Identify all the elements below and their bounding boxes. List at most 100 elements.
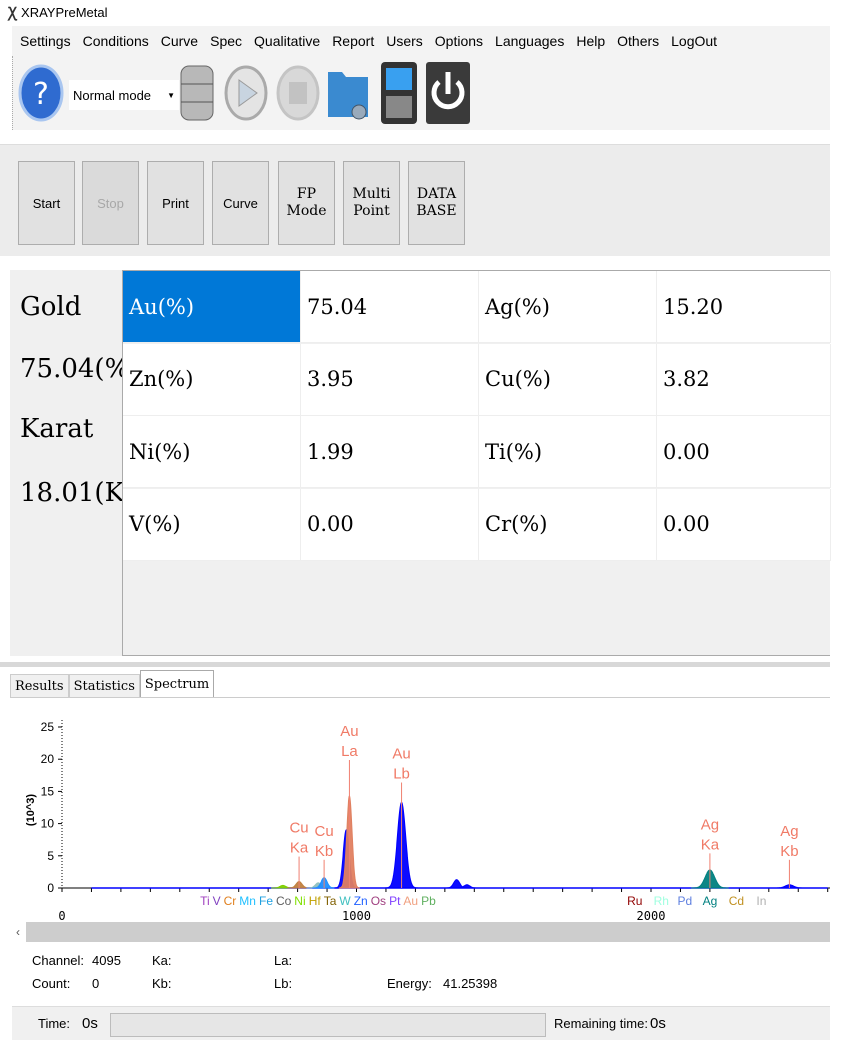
multi-point-button[interactable]: Multi Point	[343, 161, 400, 245]
device-icon[interactable]	[377, 62, 421, 124]
peak-label-element: Cu	[315, 823, 334, 840]
action-button-bar: Start Stop Print Curve FP Mode Multi Poi…	[0, 144, 830, 256]
menu-report[interactable]: Report	[332, 33, 375, 49]
element-label-cell[interactable]: Cr(%)	[479, 488, 657, 561]
element-value-cell[interactable]: 75.04	[301, 271, 479, 343]
channel-label: Channel:	[32, 953, 85, 968]
peak-label-line: La	[341, 743, 358, 760]
tab-underline	[10, 697, 830, 698]
menu-conditions[interactable]: Conditions	[82, 33, 149, 49]
element-value-cell[interactable]: 0.00	[657, 488, 831, 561]
element-marker: Mn	[239, 894, 256, 908]
menu-languages[interactable]: Languages	[495, 33, 565, 49]
peak-label-element: Cu	[289, 820, 308, 837]
element-value-cell[interactable]: 0.00	[657, 416, 831, 488]
element-label-cell[interactable]: Au(%)	[123, 271, 301, 343]
element-marker: Pt	[389, 894, 401, 908]
y-tick-label: 0	[47, 881, 54, 895]
element-value-cell[interactable]: 0.00	[301, 488, 479, 561]
tab-results[interactable]: Results	[10, 674, 69, 698]
element-value-cell[interactable]: 3.82	[657, 343, 831, 416]
curve-button[interactable]: Curve	[212, 161, 269, 245]
time-label: Time:	[38, 1016, 71, 1031]
element-marker: Ru	[627, 894, 642, 908]
title-bar: Ꭓ XRAYPreMetal	[0, 0, 841, 24]
status-bar: Time: 0s Remaining time: 0s	[12, 1006, 830, 1040]
menu-users[interactable]: Users	[386, 33, 423, 49]
peak-label-line: Ka	[290, 840, 309, 857]
stop-icon[interactable]	[275, 62, 321, 124]
toolbar: ? Normal mode ▼	[12, 56, 830, 130]
x-tick-label: 0	[58, 909, 65, 922]
la-label: La:	[274, 953, 293, 968]
remaining-time-label: Remaining time:	[554, 1016, 648, 1031]
folder-settings-icon[interactable]	[325, 62, 371, 124]
element-marker: Os	[371, 894, 386, 908]
app-logo-icon: Ꭓ	[8, 3, 18, 20]
fp-mode-button[interactable]: FP Mode	[278, 161, 335, 245]
menu-settings[interactable]: Settings	[20, 33, 71, 49]
element-marker: Fe	[259, 894, 273, 908]
element-marker: Ag	[703, 894, 718, 908]
horizontal-scrollbar[interactable]: ‹	[10, 922, 830, 942]
mode-select[interactable]: Normal mode ▼	[69, 80, 179, 110]
kb-label: Kb:	[152, 976, 172, 991]
channel-value: 4095	[92, 953, 121, 968]
peak-label-element: Ag	[701, 816, 719, 833]
element-marker: Co	[276, 894, 292, 908]
menu-options[interactable]: Options	[434, 33, 484, 49]
element-value-cell[interactable]: 3.95	[301, 343, 479, 416]
remaining-time-value: 0s	[650, 1015, 666, 1032]
energy-label: Energy:	[387, 976, 432, 991]
database-icon[interactable]	[177, 62, 217, 124]
menu-curve[interactable]: Curve	[160, 33, 199, 49]
menu-logout[interactable]: LogOut	[671, 33, 718, 49]
y-axis-label: (10^3)	[25, 794, 37, 826]
element-value-cell[interactable]: 1.99	[301, 416, 479, 488]
element-marker: Cr	[224, 894, 237, 908]
help-icon[interactable]: ?	[17, 62, 65, 124]
power-icon[interactable]	[425, 62, 471, 124]
energy-value: 41.25398	[443, 976, 498, 991]
element-marker: Ni	[294, 894, 305, 908]
peak-label-element: Au	[392, 746, 410, 763]
material-name: Gold	[20, 292, 82, 322]
results-table: Au(%) 75.04 Ag(%) 15.20 Zn(%) 3.95 Cu(%) 3.82 Ni…	[122, 270, 831, 656]
scroll-left-icon[interactable]: ‹	[10, 922, 26, 942]
y-tick-label: 15	[41, 784, 55, 798]
progress-bar	[110, 1013, 546, 1037]
menu-others[interactable]: Others	[617, 33, 660, 49]
play-icon[interactable]	[223, 62, 269, 124]
element-label-cell[interactable]: V(%)	[123, 488, 301, 561]
menu-spec[interactable]: Spec	[210, 33, 243, 49]
peak-label-element: Ag	[780, 823, 798, 840]
element-marker: Zn	[354, 894, 368, 908]
tab-statistics[interactable]: Statistics	[68, 674, 140, 698]
menu-qualitative[interactable]: Qualitative	[254, 33, 321, 49]
element-label-cell[interactable]: Zn(%)	[123, 343, 301, 416]
element-marker: Pd	[678, 894, 693, 908]
spectrum-chart[interactable]: 0 5 10 15 20 25 (10^3) 0 1000 2000 Cu Ka Cu Kb Au La Au L…	[0, 700, 830, 922]
element-label-cell[interactable]: Ni(%)	[123, 416, 301, 488]
element-label-cell[interactable]: Ag(%)	[479, 271, 657, 343]
x-tick-label: 2000	[637, 909, 666, 922]
element-marker: Pb	[421, 894, 436, 908]
element-label-cell[interactable]: Cu(%)	[479, 343, 657, 416]
element-value-cell[interactable]: 15.20	[657, 271, 831, 343]
tab-spectrum[interactable]: Spectrum	[139, 670, 215, 698]
element-label-cell[interactable]: Ti(%)	[479, 416, 657, 488]
element-marker: Cd	[729, 894, 744, 908]
y-tick-label: 20	[41, 752, 55, 766]
element-marker: In	[756, 894, 766, 908]
karat-label: Karat	[20, 414, 94, 444]
database-button[interactable]: DATA BASE	[408, 161, 465, 245]
start-button[interactable]: Start	[18, 161, 75, 245]
splitter[interactable]	[0, 662, 830, 667]
menu-bar: Settings Conditions Curve Spec Qualitati…	[12, 26, 830, 56]
time-value: 0s	[82, 1015, 98, 1032]
menu-help[interactable]: Help	[576, 33, 606, 49]
window-title: XRAYPreMetal	[21, 4, 108, 20]
print-button[interactable]: Print	[147, 161, 204, 245]
stop-button[interactable]: Stop	[82, 161, 139, 245]
svg-text:?: ?	[33, 77, 49, 112]
